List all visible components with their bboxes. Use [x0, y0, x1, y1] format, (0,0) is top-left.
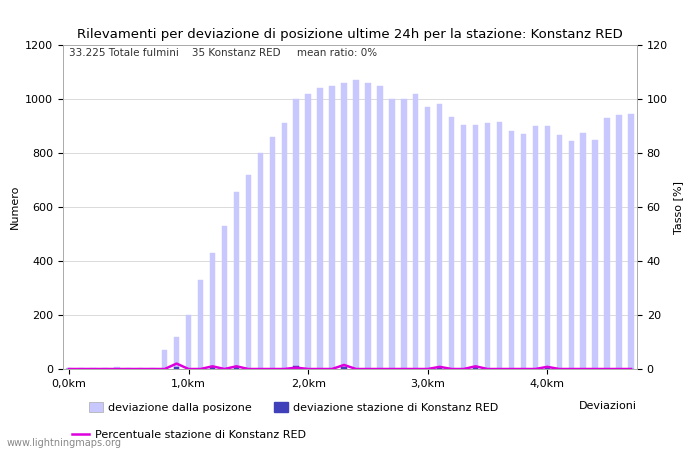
Bar — [234, 367, 239, 369]
Bar — [222, 226, 227, 369]
Bar — [293, 99, 299, 369]
Bar — [545, 367, 550, 369]
Bar — [521, 134, 526, 369]
Bar — [281, 123, 287, 369]
Bar — [401, 99, 407, 369]
Bar — [138, 368, 144, 369]
Bar — [330, 86, 335, 369]
Bar — [365, 83, 370, 369]
Bar — [580, 133, 586, 369]
Bar — [305, 94, 311, 369]
Bar — [90, 368, 96, 369]
Bar — [629, 114, 634, 369]
Bar — [210, 253, 215, 369]
Bar — [114, 367, 120, 369]
Bar — [78, 368, 83, 369]
Bar — [509, 131, 514, 369]
Bar — [293, 366, 299, 369]
Bar — [389, 99, 395, 369]
Bar — [592, 140, 598, 369]
Bar — [317, 88, 323, 369]
Bar — [473, 125, 478, 369]
Bar — [174, 337, 179, 369]
Title: Rilevamenti per deviazione di posizione ultime 24h per la stazione: Konstanz RED: Rilevamenti per deviazione di posizione … — [77, 28, 623, 41]
Bar — [617, 115, 622, 369]
Bar — [186, 315, 191, 369]
Bar — [485, 123, 490, 369]
Bar — [461, 125, 466, 369]
Bar — [210, 367, 215, 369]
Bar — [437, 104, 442, 369]
Y-axis label: Tasso [%]: Tasso [%] — [673, 180, 683, 234]
Bar — [437, 367, 442, 369]
Bar — [270, 137, 275, 369]
Text: Deviazioni: Deviazioni — [579, 401, 637, 411]
Legend: deviazione dalla posizone, deviazione stazione di Konstanz RED: deviazione dalla posizone, deviazione st… — [85, 398, 503, 418]
Bar — [150, 368, 155, 369]
Bar — [473, 367, 478, 369]
Bar — [246, 175, 251, 369]
Bar — [449, 117, 454, 369]
Bar — [198, 280, 203, 369]
Bar — [556, 135, 562, 369]
Bar — [425, 107, 430, 369]
Bar — [413, 94, 419, 369]
Bar — [234, 192, 239, 369]
Bar — [354, 80, 358, 369]
Bar — [545, 126, 550, 369]
Bar — [533, 126, 538, 369]
Bar — [497, 122, 502, 369]
Legend: Percentuale stazione di Konstanz RED: Percentuale stazione di Konstanz RED — [68, 425, 310, 445]
Bar — [162, 350, 167, 369]
Text: 33.225 Totale fulmini    35 Konstanz RED     mean ratio: 0%: 33.225 Totale fulmini 35 Konstanz RED me… — [69, 48, 377, 58]
Bar — [568, 141, 574, 369]
Text: www.lightningmaps.org: www.lightningmaps.org — [7, 438, 122, 448]
Bar — [604, 118, 610, 369]
Bar — [174, 367, 179, 369]
Bar — [342, 83, 346, 369]
Bar — [102, 368, 108, 369]
Bar — [126, 368, 132, 369]
Bar — [377, 86, 383, 369]
Y-axis label: Numero: Numero — [10, 185, 20, 229]
Bar — [342, 367, 346, 369]
Bar — [258, 153, 263, 369]
